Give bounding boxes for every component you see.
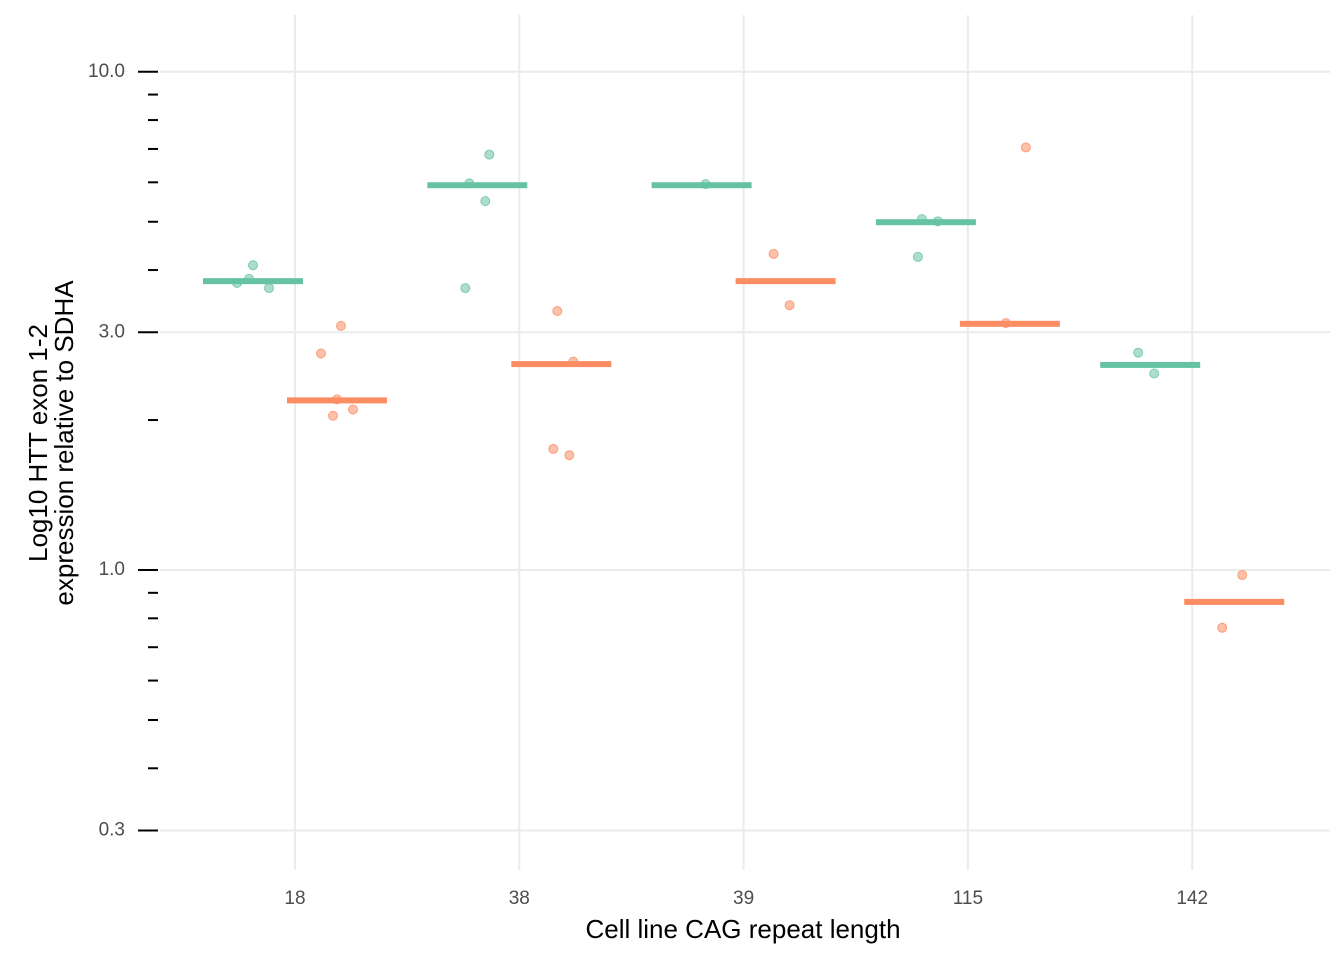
mean-bar [427, 182, 528, 189]
mean-bar [511, 361, 612, 368]
y-axis-title: Log10 HTT exon 1-2 [23, 324, 53, 562]
mean-bar [1184, 598, 1285, 605]
data-point [912, 251, 923, 262]
data-point [548, 443, 559, 454]
y-tick-label: 1.0 [99, 559, 125, 580]
x-tick-label: 38 [509, 888, 530, 909]
x-tick-label: 39 [733, 888, 754, 909]
mean-bar [651, 182, 752, 189]
data-point [484, 149, 495, 160]
data-point [768, 248, 779, 259]
y-tick-label: 0.3 [99, 820, 125, 841]
data-point [1237, 570, 1248, 581]
data-point [1133, 347, 1144, 358]
data-point [1149, 368, 1160, 379]
x-tick-label: 142 [1176, 888, 1208, 909]
x-tick-label: 115 [953, 888, 983, 909]
data-point [1217, 622, 1228, 633]
data-point [1020, 142, 1031, 153]
data-point [328, 410, 338, 421]
data-point [480, 196, 491, 207]
data-point [336, 320, 346, 331]
data-point [784, 300, 795, 311]
data-point [552, 306, 563, 317]
data-point [460, 283, 471, 294]
mean-bar [875, 219, 976, 226]
y-axis-title: expression relative to SDHA [49, 280, 79, 606]
mean-bar [203, 278, 303, 285]
y-tick-label: 10.0 [88, 61, 125, 82]
x-tick-label: 18 [284, 888, 305, 909]
mean-bar [1100, 361, 1201, 368]
data-point [264, 283, 274, 294]
data-point [248, 260, 258, 271]
mean-bar [735, 278, 836, 285]
y-tick-label: 3.0 [99, 321, 125, 342]
mean-bar [287, 397, 387, 404]
mean-bar [959, 320, 1060, 327]
data-point [348, 404, 358, 415]
data-point [564, 450, 575, 461]
data-point [316, 348, 326, 359]
x-axis-title: Cell line CAG repeat length [585, 914, 900, 944]
